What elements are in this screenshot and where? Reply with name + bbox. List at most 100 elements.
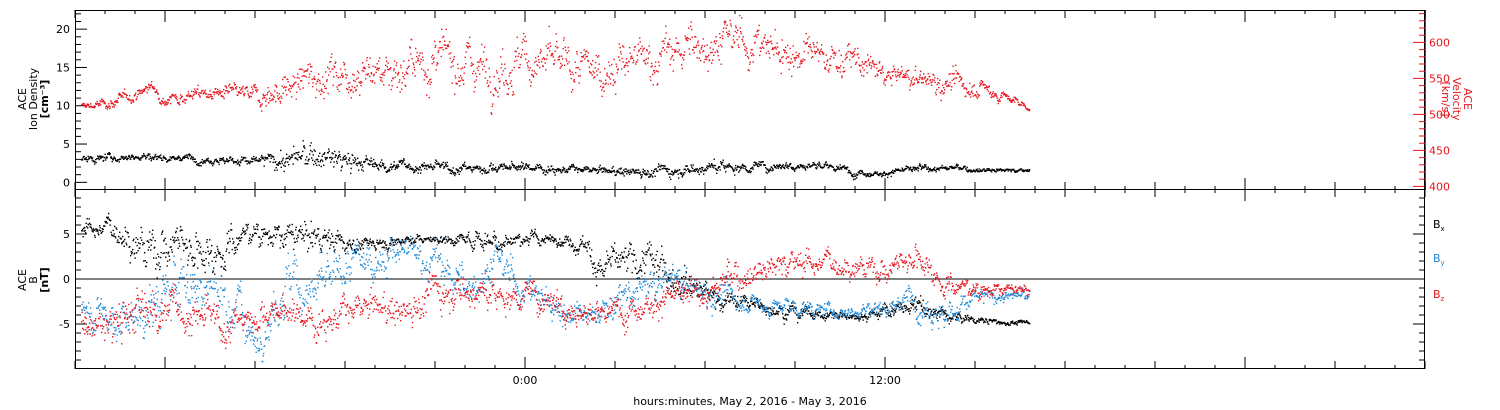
velocity-point (291, 96, 293, 98)
density-point (723, 165, 725, 167)
density-point (867, 174, 869, 176)
velocity-point (687, 37, 689, 40)
bx-point (93, 228, 95, 230)
velocity-point (806, 42, 808, 44)
velocity-point (818, 52, 820, 54)
bx-point (366, 242, 368, 244)
density-point (395, 167, 397, 169)
density-point (574, 169, 576, 171)
density-point (515, 167, 517, 169)
density-point (928, 170, 930, 173)
density-point (1015, 171, 1017, 173)
bx-point (279, 247, 281, 249)
density-point (357, 157, 359, 160)
bx-point (316, 234, 318, 237)
bx-point (466, 240, 468, 243)
bx-point (158, 262, 160, 264)
density-point (906, 167, 908, 170)
velocity-point (142, 91, 144, 93)
velocity-point (487, 79, 489, 82)
density-point (322, 153, 324, 156)
density-point (945, 166, 947, 168)
density-point (781, 166, 783, 168)
velocity-point (918, 81, 920, 84)
velocity-point (704, 58, 706, 61)
velocity-point (179, 98, 181, 100)
velocity-point (509, 82, 511, 84)
velocity-point (856, 53, 858, 56)
density-point (290, 156, 292, 158)
density-point (451, 172, 453, 175)
density-point (850, 172, 852, 174)
density-point (138, 157, 140, 160)
velocity-point (729, 19, 731, 22)
velocity-point (825, 68, 827, 70)
density-point (854, 175, 856, 177)
density-point (983, 168, 985, 170)
bx-point (421, 238, 423, 241)
bx-point (319, 243, 321, 246)
velocity-point (257, 89, 259, 91)
density-point (139, 159, 141, 161)
velocity-point (501, 73, 503, 76)
velocity-point (292, 85, 294, 88)
velocity-point (144, 88, 146, 90)
velocity-point (739, 14, 741, 17)
density-point (539, 164, 541, 166)
density-point (499, 167, 501, 169)
velocity-point (370, 72, 372, 74)
bx-point (369, 238, 371, 240)
density-point (777, 167, 779, 169)
density-point (779, 163, 781, 166)
density-point (621, 172, 623, 175)
bx-point (370, 241, 372, 243)
velocity-point (259, 101, 261, 103)
velocity-point (281, 97, 283, 99)
velocity-point (838, 67, 840, 69)
bx-point (495, 237, 497, 239)
velocity-point (535, 60, 537, 62)
density-point (793, 167, 795, 170)
density-point (729, 165, 731, 167)
density-point (280, 149, 282, 152)
velocity-point (496, 72, 498, 74)
bx-point (343, 241, 345, 244)
bx-point (136, 244, 138, 247)
velocity-point (682, 54, 684, 56)
bx-point (117, 239, 119, 241)
density-point (669, 173, 671, 175)
velocity-point (1021, 101, 1023, 103)
velocity-point (328, 68, 330, 70)
density-point (630, 172, 632, 174)
velocity-point (957, 72, 959, 74)
density-point (425, 165, 427, 168)
density-point (228, 159, 230, 162)
density-point (381, 159, 383, 161)
bx-point (345, 252, 347, 255)
velocity-point (968, 91, 970, 93)
velocity-point (442, 36, 444, 39)
density-point (446, 165, 448, 168)
density-point (773, 164, 775, 166)
density-point (684, 168, 686, 170)
bx-point (166, 265, 168, 267)
bx-point (314, 242, 316, 245)
density-point (789, 163, 791, 166)
velocity-point (341, 72, 343, 75)
velocity-point (317, 78, 319, 81)
velocity-point (842, 71, 844, 73)
density-point (964, 165, 966, 168)
bx-point (225, 250, 227, 252)
density-point (782, 165, 784, 167)
velocity-point (540, 48, 542, 51)
density-point (330, 161, 332, 163)
bx-point (304, 220, 306, 223)
density-point (412, 168, 414, 170)
velocity-point (1008, 95, 1010, 97)
velocity-point (717, 55, 719, 57)
density-point (525, 163, 527, 165)
density-point (1010, 169, 1012, 171)
velocity-point (607, 75, 609, 77)
velocity-point (166, 103, 168, 105)
bx-point (293, 248, 295, 251)
